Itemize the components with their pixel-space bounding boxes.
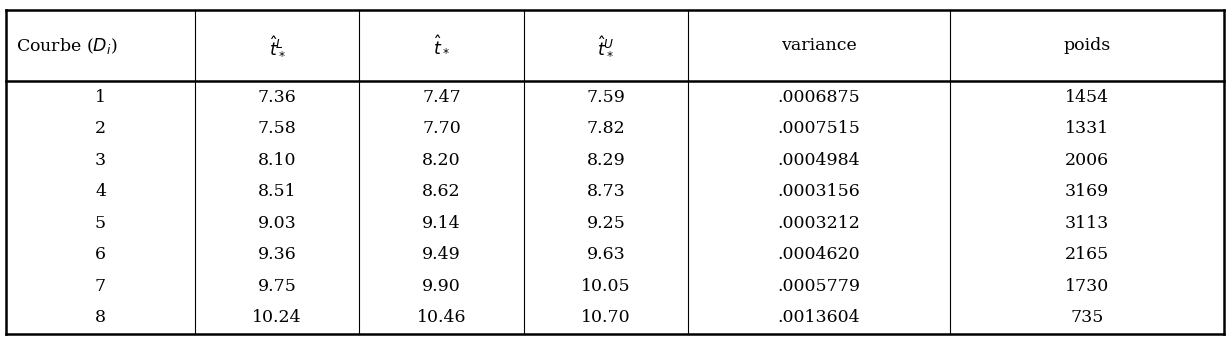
Text: 9.03: 9.03	[258, 215, 296, 232]
Text: 10.24: 10.24	[252, 309, 301, 326]
Text: 8.29: 8.29	[587, 152, 625, 169]
Text: .0004620: .0004620	[777, 246, 860, 264]
Text: 9.25: 9.25	[587, 215, 625, 232]
Text: 3: 3	[95, 152, 106, 169]
Text: 2: 2	[95, 120, 106, 137]
Text: 9.36: 9.36	[258, 246, 296, 264]
Text: Courbe ($D_i$): Courbe ($D_i$)	[16, 36, 118, 56]
Text: poids: poids	[1063, 37, 1111, 54]
Text: variance: variance	[781, 37, 857, 54]
Text: 9.90: 9.90	[422, 278, 461, 295]
Text: .0003156: .0003156	[777, 183, 860, 200]
Text: 8.62: 8.62	[422, 183, 461, 200]
Text: 7.70: 7.70	[422, 120, 461, 137]
Text: 7.36: 7.36	[258, 89, 296, 106]
Text: 2006: 2006	[1065, 152, 1109, 169]
Text: .0003212: .0003212	[777, 215, 861, 232]
Text: 9.14: 9.14	[422, 215, 461, 232]
Text: $\hat{t}_*$: $\hat{t}_*$	[433, 35, 450, 56]
Text: 1331: 1331	[1065, 120, 1109, 137]
Text: .0005779: .0005779	[777, 278, 861, 295]
Text: 7.59: 7.59	[587, 89, 625, 106]
Text: .0013604: .0013604	[777, 309, 860, 326]
Text: 3113: 3113	[1065, 215, 1109, 232]
Text: 10.70: 10.70	[581, 309, 631, 326]
Text: 7.47: 7.47	[422, 89, 461, 106]
Text: 9.75: 9.75	[257, 278, 296, 295]
Text: 8.10: 8.10	[258, 152, 296, 169]
Text: .0007515: .0007515	[777, 120, 861, 137]
Text: 2165: 2165	[1065, 246, 1109, 264]
Text: 10.46: 10.46	[417, 309, 466, 326]
Text: 9.63: 9.63	[587, 246, 625, 264]
Text: 7.58: 7.58	[258, 120, 296, 137]
Text: 1454: 1454	[1065, 89, 1109, 106]
Text: 1: 1	[95, 89, 106, 106]
Text: 7: 7	[95, 278, 106, 295]
Text: 5: 5	[95, 215, 106, 232]
Text: 7.82: 7.82	[587, 120, 625, 137]
Text: 9.49: 9.49	[422, 246, 461, 264]
Text: 4: 4	[95, 183, 106, 200]
Text: .0004984: .0004984	[777, 152, 860, 169]
Text: 10.05: 10.05	[581, 278, 631, 295]
Text: $\hat{t}_*^U$: $\hat{t}_*^U$	[597, 34, 615, 57]
Text: 8.51: 8.51	[258, 183, 296, 200]
Text: $\hat{t}_*^L$: $\hat{t}_*^L$	[268, 34, 285, 57]
Text: .0006875: .0006875	[777, 89, 860, 106]
Text: 1730: 1730	[1065, 278, 1109, 295]
Text: 8.20: 8.20	[422, 152, 461, 169]
Text: 735: 735	[1070, 309, 1103, 326]
Text: 3169: 3169	[1065, 183, 1109, 200]
Text: 8.73: 8.73	[587, 183, 625, 200]
Text: 6: 6	[95, 246, 106, 264]
Text: 8: 8	[95, 309, 106, 326]
